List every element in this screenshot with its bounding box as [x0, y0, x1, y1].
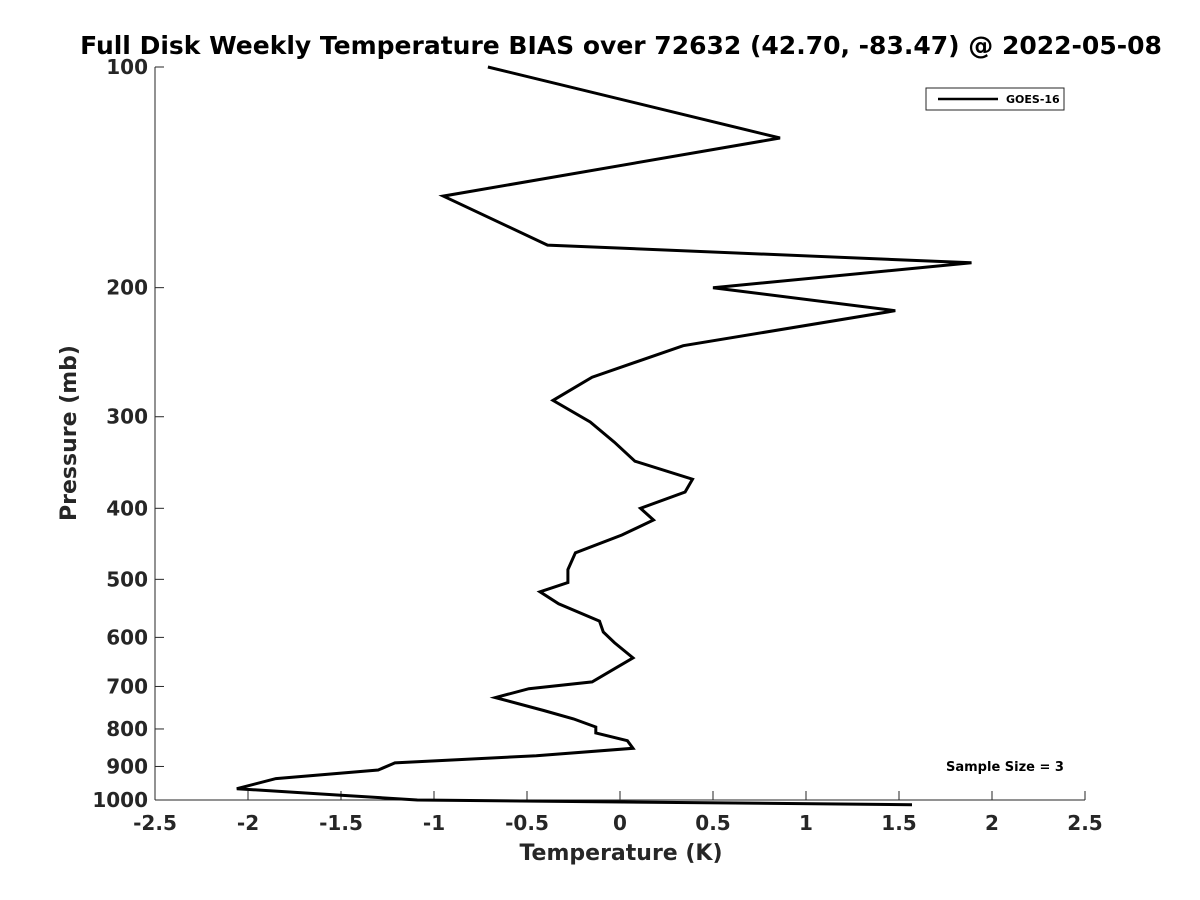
y-axis-label: Pressure (mb) [57, 345, 82, 521]
y-tick-label: 800 [106, 717, 148, 741]
legend-label: GOES-16 [1006, 93, 1060, 106]
x-axis-label: Temperature (K) [519, 841, 722, 866]
chart-title: Full Disk Weekly Temperature BIAS over 7… [80, 31, 1162, 60]
x-tick-label: -1 [423, 811, 445, 835]
y-axis-ticks: 100 200 300 400 500 600 700 800 900 1000 [92, 55, 164, 812]
x-tick-label: 1.5 [881, 811, 916, 835]
x-tick-label: 2.5 [1067, 811, 1102, 835]
x-axis-ticks: -2.5 -2 -1.5 -1 -0.5 0 0.5 1 1.5 2 2.5 [133, 791, 1103, 835]
y-tick-label: 500 [106, 567, 148, 591]
x-tick-label: -2.5 [133, 811, 177, 835]
legend: GOES-16 [925, 87, 1065, 111]
y-tick-label: 400 [106, 496, 148, 520]
y-tick-label: 300 [106, 405, 148, 429]
x-tick-label: 0 [613, 811, 627, 835]
y-tick-label: 100 [106, 55, 148, 79]
x-tick-label: 2 [985, 811, 999, 835]
series-line-goes-16 [236, 65, 972, 807]
y-tick-label: 200 [106, 276, 148, 300]
series-layer [236, 65, 972, 807]
x-tick-label: 0.5 [695, 811, 730, 835]
x-tick-label: 1 [799, 811, 813, 835]
y-tick-label: 700 [106, 674, 148, 698]
y-tick-label: 900 [106, 754, 148, 778]
plot-area [155, 67, 1085, 800]
x-tick-label: -2 [237, 811, 259, 835]
y-tick-label: 1000 [92, 788, 148, 812]
sample-size-annotation: Sample Size = 3 [946, 760, 1064, 775]
x-tick-label: -0.5 [505, 811, 549, 835]
x-tick-label: -1.5 [319, 811, 363, 835]
y-tick-label: 600 [106, 625, 148, 649]
